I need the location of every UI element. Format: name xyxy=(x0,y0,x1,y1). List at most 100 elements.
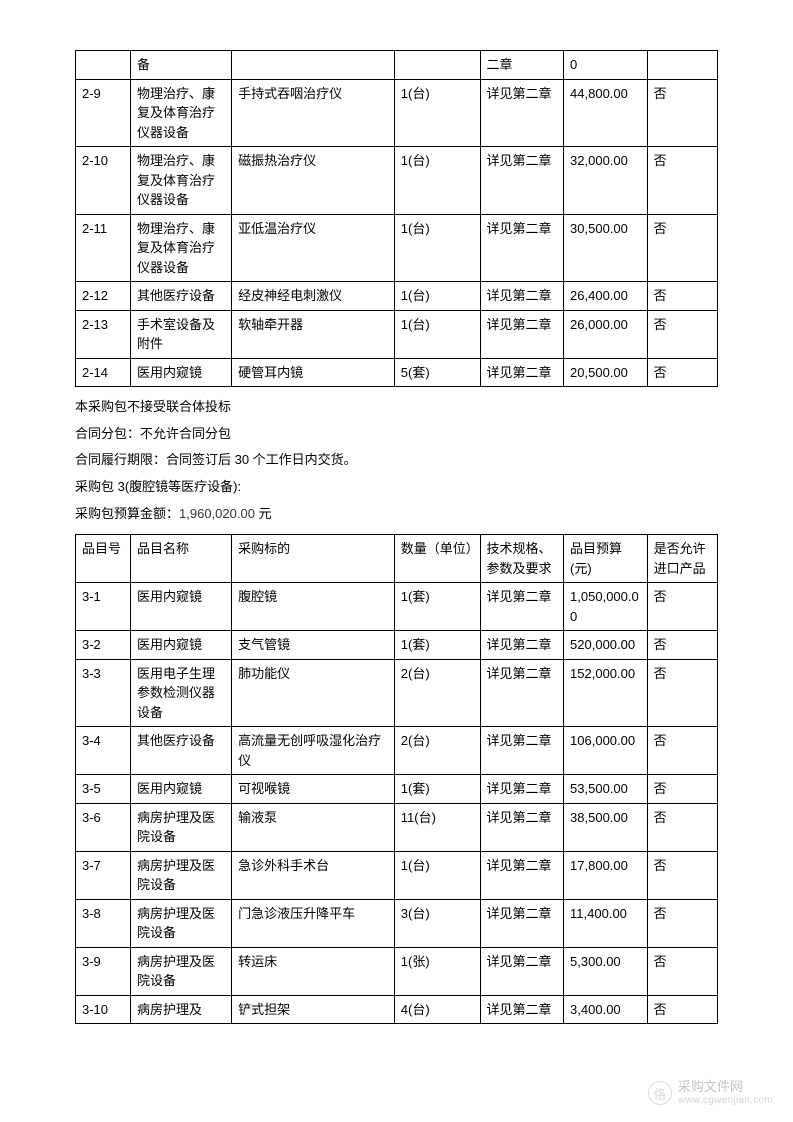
table-cell: 否 xyxy=(647,851,717,899)
table-row: 2-13手术室设备及附件软轴牵开器1(台)详见第二章26,000.00否 xyxy=(76,310,718,358)
table-row: 2-9物理治疗、康复及体育治疗仪器设备手持式吞咽治疗仪1(台)详见第二章44,8… xyxy=(76,79,718,147)
table-cell: 3-1 xyxy=(76,583,131,631)
table-cell: 否 xyxy=(647,79,717,147)
table-cell: 物理治疗、康复及体育治疗仪器设备 xyxy=(130,79,231,147)
table-cell: 3-6 xyxy=(76,803,131,851)
table-cell: 品目名称 xyxy=(130,535,231,583)
table-cell: 2-13 xyxy=(76,310,131,358)
table-cell: 1(台) xyxy=(394,214,480,282)
table-cell: 3-3 xyxy=(76,659,131,727)
table-cell: 可视喉镜 xyxy=(232,775,395,804)
table-cell: 数量（单位） xyxy=(394,535,480,583)
table-cell: 医用内窥镜 xyxy=(130,631,231,660)
watermark: 佫 采购文件网 www.cgwenjian.com xyxy=(648,1079,773,1107)
table-row: 2-14医用内窥镜硬管耳内镜5(套)详见第二章20,500.00否 xyxy=(76,358,718,387)
table-cell: 技术规格、参数及要求 xyxy=(480,535,564,583)
table-cell: 5(套) xyxy=(394,358,480,387)
table-1: 备 二章02-9物理治疗、康复及体育治疗仪器设备手持式吞咽治疗仪1(台)详见第二章… xyxy=(75,50,718,387)
table-cell: 11,400.00 xyxy=(564,899,648,947)
table-row: 3-3医用电子生理参数检测仪器设备肺功能仪2(台)详见第二章152,000.00… xyxy=(76,659,718,727)
table-cell: 备 xyxy=(130,51,231,80)
table-cell: 2-12 xyxy=(76,282,131,311)
table-cell: 否 xyxy=(647,995,717,1024)
table-cell: 详见第二章 xyxy=(480,851,564,899)
budget-prefix: 采购包预算金额： xyxy=(75,506,179,521)
table-cell: 详见第二章 xyxy=(480,631,564,660)
table-cell: 3-7 xyxy=(76,851,131,899)
table-cell: 门急诊液压升降平车 xyxy=(232,899,395,947)
table-cell: 26,400.00 xyxy=(564,282,648,311)
table-cell: 详见第二章 xyxy=(480,803,564,851)
table-cell: 0 xyxy=(564,51,648,80)
table-cell: 否 xyxy=(647,775,717,804)
table-cell: 否 xyxy=(647,147,717,215)
table-row: 3-9病房护理及医院设备转运床1(张)详见第二章5,300.00否 xyxy=(76,947,718,995)
table-cell: 否 xyxy=(647,899,717,947)
table-cell: 详见第二章 xyxy=(480,147,564,215)
table-cell: 1(套) xyxy=(394,775,480,804)
paragraph-2: 合同分包：不允许合同分包 xyxy=(75,422,718,447)
table-cell: 152,000.00 xyxy=(564,659,648,727)
table-cell: 5,300.00 xyxy=(564,947,648,995)
table-cell: 44,800.00 xyxy=(564,79,648,147)
budget-suffix: 元 xyxy=(255,506,272,521)
table-cell: 医用电子生理参数检测仪器设备 xyxy=(130,659,231,727)
table-cell: 1(套) xyxy=(394,631,480,660)
table-cell: 520,000.00 xyxy=(564,631,648,660)
table-cell: 1(台) xyxy=(394,79,480,147)
table-cell: 腹腔镜 xyxy=(232,583,395,631)
table-cell: 否 xyxy=(647,310,717,358)
table-cell: 1(台) xyxy=(394,282,480,311)
watermark-cn: 采购文件网 xyxy=(678,1079,773,1095)
table-cell: 磁振热治疗仪 xyxy=(232,147,395,215)
table-2: 品目号品目名称采购标的数量（单位）技术规格、参数及要求品目预算(元)是否允许进口… xyxy=(75,534,718,1024)
paragraph-3: 合同履行期限：合同签订后 30 个工作日内交货。 xyxy=(75,448,718,473)
table-cell: 否 xyxy=(647,631,717,660)
budget-amount: 1,960,020.00 xyxy=(179,506,255,521)
table-cell: 否 xyxy=(647,583,717,631)
table-cell: 2-10 xyxy=(76,147,131,215)
table-cell: 3-9 xyxy=(76,947,131,995)
table-cell: 亚低温治疗仪 xyxy=(232,214,395,282)
table-cell: 1(台) xyxy=(394,851,480,899)
table-cell: 1(套) xyxy=(394,583,480,631)
table-row: 2-11物理治疗、康复及体育治疗仪器设备亚低温治疗仪1(台)详见第二章30,50… xyxy=(76,214,718,282)
table-cell: 30,500.00 xyxy=(564,214,648,282)
table-cell: 11(台) xyxy=(394,803,480,851)
table-cell: 否 xyxy=(647,659,717,727)
table-cell: 铲式担架 xyxy=(232,995,395,1024)
table-row: 3-2医用内窥镜支气管镜1(套)详见第二章520,000.00否 xyxy=(76,631,718,660)
table-cell: 否 xyxy=(647,727,717,775)
table-row: 备 二章0 xyxy=(76,51,718,80)
table-cell: 输液泵 xyxy=(232,803,395,851)
table-cell: 详见第二章 xyxy=(480,775,564,804)
table-cell: 3-8 xyxy=(76,899,131,947)
table-cell xyxy=(647,51,717,80)
table-cell: 4(台) xyxy=(394,995,480,1024)
table-row: 3-7病房护理及医院设备急诊外科手术台1(台)详见第二章17,800.00否 xyxy=(76,851,718,899)
table-cell: 1,050,000.00 xyxy=(564,583,648,631)
table-cell: 品目预算(元) xyxy=(564,535,648,583)
table-cell: 3,400.00 xyxy=(564,995,648,1024)
table-cell: 详见第二章 xyxy=(480,79,564,147)
table-row: 3-6病房护理及医院设备输液泵11(台)详见第二章38,500.00否 xyxy=(76,803,718,851)
paragraph-4: 采购包 3(腹腔镜等医疗设备): xyxy=(75,475,718,500)
table-cell: 其他医疗设备 xyxy=(130,727,231,775)
table-cell: 医用内窥镜 xyxy=(130,775,231,804)
table-cell: 二章 xyxy=(480,51,564,80)
table-row: 3-8病房护理及医院设备门急诊液压升降平车3(台)详见第二章11,400.00否 xyxy=(76,899,718,947)
table-row: 3-10病房护理及铲式担架4(台)详见第二章3,400.00否 xyxy=(76,995,718,1024)
table-cell: 否 xyxy=(647,282,717,311)
table-cell: 否 xyxy=(647,358,717,387)
table-cell: 病房护理及 xyxy=(130,995,231,1024)
watermark-logo-icon: 佫 xyxy=(648,1081,672,1105)
table-cell: 详见第二章 xyxy=(480,947,564,995)
table-cell: 采购标的 xyxy=(232,535,395,583)
table-cell: 2-11 xyxy=(76,214,131,282)
table-row: 2-12其他医疗设备经皮神经电刺激仪1(台)详见第二章26,400.00否 xyxy=(76,282,718,311)
table-cell: 2(台) xyxy=(394,659,480,727)
table-cell: 否 xyxy=(647,214,717,282)
table-row: 3-5医用内窥镜可视喉镜1(套)详见第二章53,500.00否 xyxy=(76,775,718,804)
table-cell: 20,500.00 xyxy=(564,358,648,387)
table-cell: 3-4 xyxy=(76,727,131,775)
